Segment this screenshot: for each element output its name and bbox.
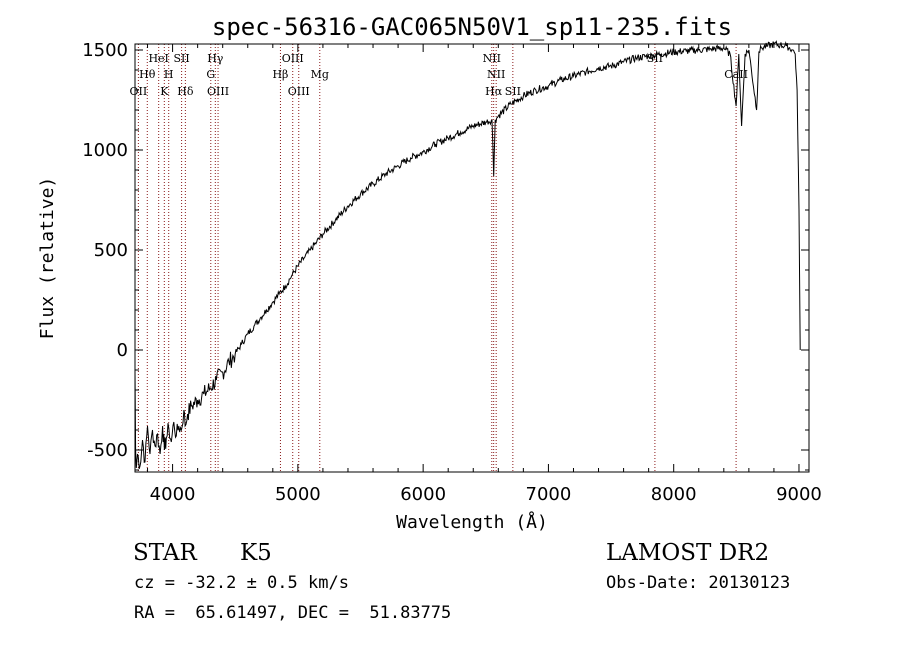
spectral-line-labels: OIIHθHeIKHSIIHδGHγOIIIHβOIIIOIIIMgNIIHαN… bbox=[130, 52, 748, 98]
object-class: STAR bbox=[133, 540, 197, 566]
obs-date: Obs-Date: 20130123 bbox=[606, 573, 791, 593]
line-label-17: SII bbox=[505, 85, 521, 98]
chart-title: spec-56316-GAC065N50V1_sp11-235.fits bbox=[212, 13, 732, 41]
line-label-9: OIII bbox=[207, 85, 229, 98]
redshift: cz = -32.2 ± 0.5 km/s bbox=[134, 573, 349, 593]
x-tick-label-5: 9000 bbox=[776, 484, 822, 505]
line-label-1: Hθ bbox=[139, 68, 156, 81]
survey-name: LAMOST DR2 bbox=[606, 540, 770, 566]
line-label-3: K bbox=[160, 85, 169, 98]
x-axis-label: Wavelength (Å) bbox=[396, 511, 548, 533]
y-tick-label-0: -500 bbox=[87, 440, 128, 461]
y-axis: -500 0 500 1000 1500 bbox=[82, 40, 809, 471]
coordinates: RA = 65.61497, DEC = 51.83775 bbox=[134, 603, 452, 623]
line-label-15: Hα bbox=[485, 85, 503, 98]
x-tick-label-2: 6000 bbox=[400, 484, 446, 505]
y-tick-label-2: 500 bbox=[94, 240, 128, 261]
x-tick-label-3: 7000 bbox=[526, 484, 572, 505]
x-tick-label-1: 5000 bbox=[275, 484, 321, 505]
line-label-10: Hβ bbox=[272, 68, 288, 81]
line-label-11: OIII bbox=[282, 52, 304, 65]
line-label-16: NII bbox=[487, 68, 505, 81]
plot-frame bbox=[134, 43, 810, 473]
y-tick-label-4: 1500 bbox=[82, 40, 128, 61]
line-label-19: CaII bbox=[724, 68, 748, 81]
subclass: K5 bbox=[240, 540, 272, 566]
spectrum-line bbox=[134, 40, 801, 470]
y-tick-label-1: 0 bbox=[117, 340, 128, 361]
line-label-5: SII bbox=[173, 52, 189, 65]
line-label-0: OII bbox=[130, 85, 148, 98]
line-label-2: HeI bbox=[148, 52, 168, 65]
x-tick-label-4: 8000 bbox=[651, 484, 697, 505]
line-label-8: Hγ bbox=[207, 52, 224, 65]
line-label-6: Hδ bbox=[177, 85, 194, 98]
x-axis: 4000 5000 6000 7000 8000 9000 bbox=[147, 44, 822, 505]
spectral-line-markers bbox=[137, 44, 737, 472]
x-tick-label-0: 4000 bbox=[150, 484, 196, 505]
line-label-13: Mg bbox=[311, 68, 329, 81]
line-label-14: NII bbox=[483, 52, 501, 65]
y-axis-label: Flux (relative) bbox=[37, 177, 58, 340]
line-label-12: OIII bbox=[288, 85, 310, 98]
line-label-4: H bbox=[164, 68, 174, 81]
y-tick-label-3: 1000 bbox=[82, 140, 128, 161]
line-label-7: G bbox=[206, 68, 215, 81]
